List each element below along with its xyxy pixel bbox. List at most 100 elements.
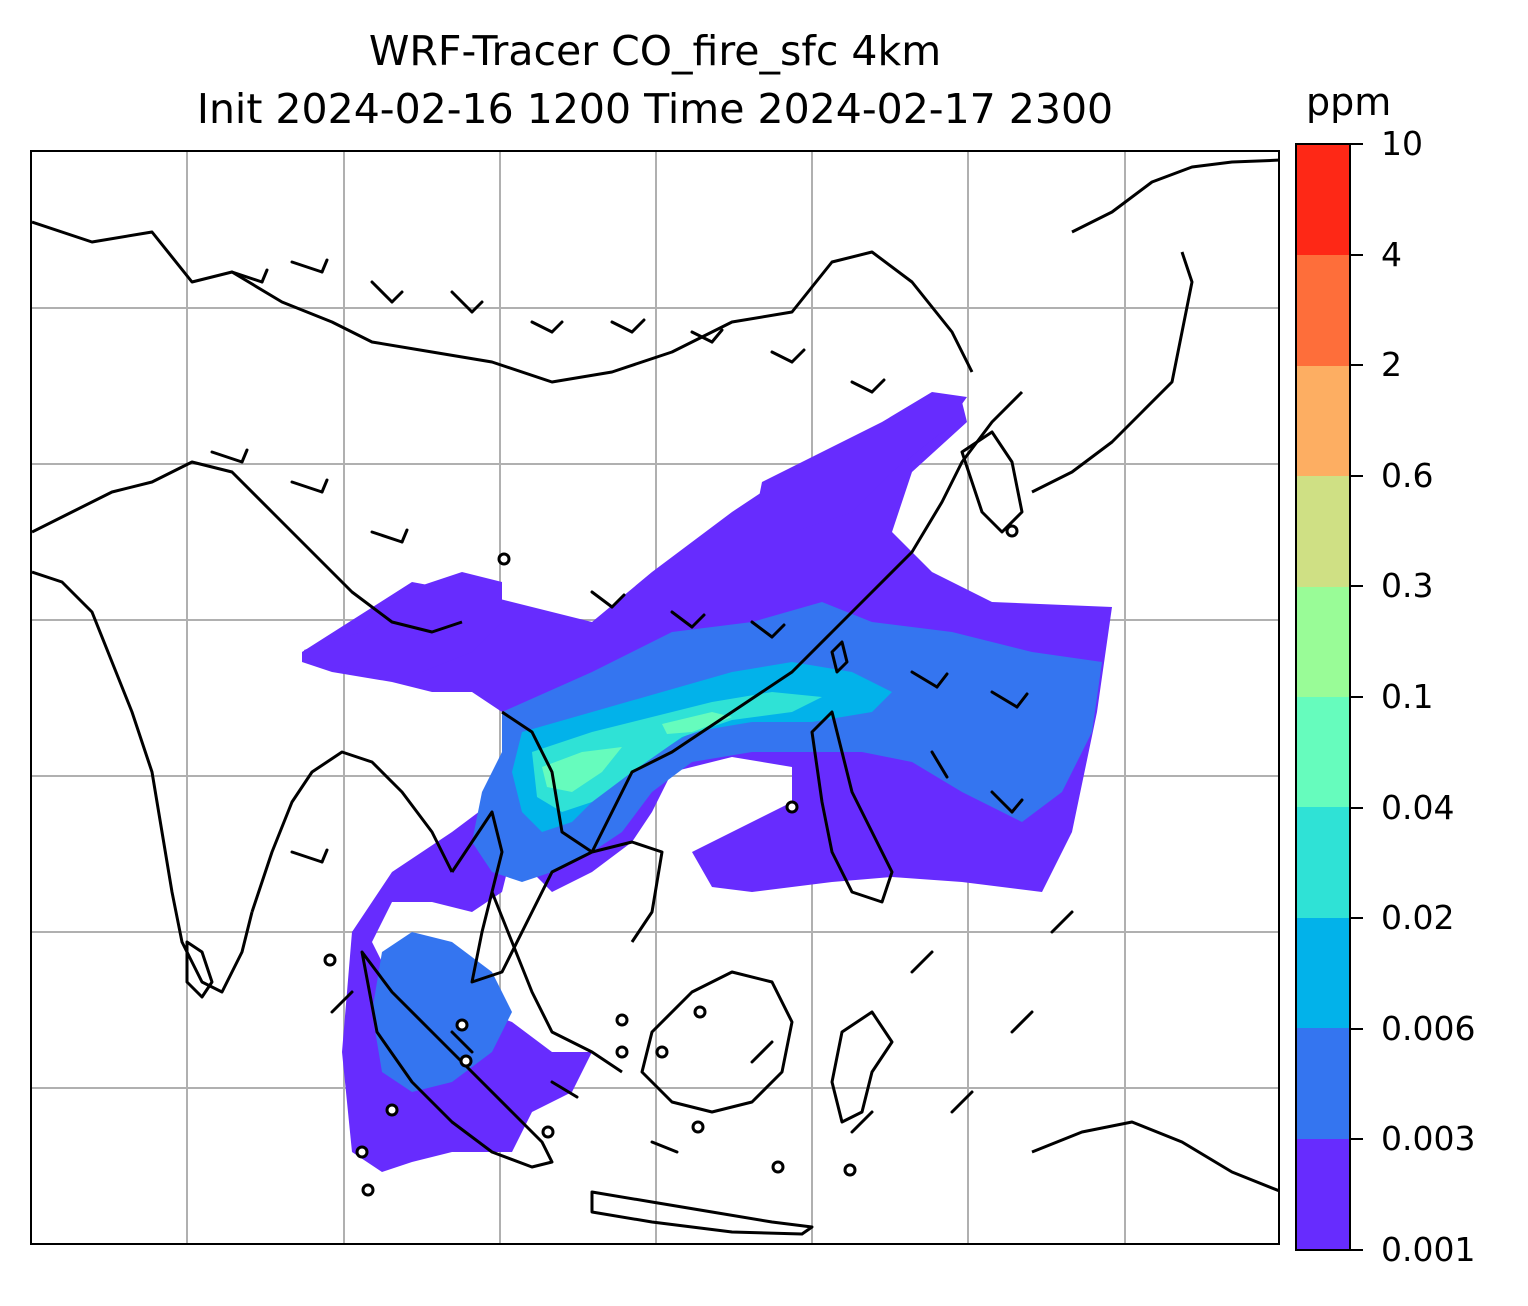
colorbar-segment <box>1297 255 1349 366</box>
calm-circle <box>385 1103 399 1117</box>
plume-core-002 <box>532 692 822 812</box>
plume-core-004b <box>662 712 732 734</box>
calm-circle <box>693 1005 707 1019</box>
colorbar-tick-label: 0.001 <box>1381 1230 1476 1269</box>
plume-core-004 <box>542 747 622 792</box>
calm-circle <box>785 800 799 814</box>
wind-barb <box>1050 910 1074 934</box>
calm-circle <box>615 1045 629 1059</box>
colorbar-tick <box>1351 474 1363 477</box>
colorbar-tick-label: 0.3 <box>1381 566 1434 606</box>
border-himalaya <box>32 460 463 634</box>
colorbar-tick <box>1351 917 1363 920</box>
wind-barb <box>670 610 706 629</box>
coastline-myanmar-thai <box>450 810 664 984</box>
wind-barb <box>650 1140 679 1154</box>
calm-markers <box>323 524 1019 1197</box>
wind-barb <box>210 448 249 464</box>
co-plume <box>302 392 1112 1172</box>
plume-main-outer <box>302 402 1112 1172</box>
coastline-new-guinea <box>1031 1120 1278 1193</box>
wind-barb <box>230 268 269 284</box>
wind-barb <box>930 750 949 779</box>
wind-barb <box>910 670 949 689</box>
calm-circle <box>843 1163 857 1177</box>
wind-barb <box>290 848 329 864</box>
coastline-sri-lanka <box>185 940 214 999</box>
calm-circle <box>771 1160 785 1174</box>
calm-circle <box>361 1183 375 1197</box>
colorbar-tick <box>1351 364 1363 367</box>
colorbar-tick-label: 0.003 <box>1381 1119 1476 1159</box>
plume-west-outer <box>304 572 502 672</box>
wind-barb <box>750 620 786 639</box>
colorbar-tick-label: 0.006 <box>1381 1008 1476 1048</box>
colorbar-segment <box>1297 917 1349 1029</box>
wind-barb <box>290 258 329 274</box>
plume-south-0003 <box>372 932 512 1092</box>
wind-barbs <box>210 258 1074 1154</box>
colorbar-tick-label: 4 <box>1381 234 1402 274</box>
calm-circle <box>541 1125 555 1139</box>
colorbar-tick-label: 0.04 <box>1381 787 1455 827</box>
coastline-taiwan <box>830 640 849 674</box>
coastline-korea <box>960 430 1024 534</box>
wind-barb <box>750 1040 774 1064</box>
wind-barb <box>1010 1010 1034 1034</box>
wind-barb <box>990 790 1024 814</box>
wind-barb <box>450 1030 474 1054</box>
wind-barb <box>770 348 806 364</box>
colorbar-tick <box>1351 1027 1363 1030</box>
wind-barb <box>910 950 934 974</box>
colorbar-unit-label: ppm <box>1306 80 1392 124</box>
colorbar-tick-label: 10 <box>1381 124 1423 163</box>
coastline-sulawesi <box>830 1010 894 1124</box>
coastline-borneo <box>640 970 794 1114</box>
colorbar-segment <box>1297 807 1349 918</box>
wind-barb <box>290 478 329 494</box>
coastline-vietnam-china <box>590 390 1024 853</box>
colorbar-segment <box>1297 697 1349 808</box>
plume-north-outer <box>752 392 967 532</box>
wind-barb <box>590 590 626 609</box>
wind-barb <box>450 290 484 314</box>
wind-barb <box>550 1080 579 1099</box>
wind-barb <box>850 378 886 394</box>
border-china-north <box>32 220 974 384</box>
colorbar <box>1295 143 1351 1251</box>
coastline-india <box>32 570 254 994</box>
colorbar-tick <box>1351 696 1363 698</box>
wind-barb <box>530 320 564 334</box>
coastline-java <box>590 1190 814 1236</box>
colorbar-segment <box>1297 365 1349 477</box>
plume-main-0003 <box>472 602 1102 882</box>
calm-circle <box>655 1045 669 1059</box>
wind-barb <box>610 318 646 334</box>
map-title-line-2: Init 2024-02-16 1200 Time 2024-02-17 230… <box>196 85 1114 133</box>
calm-circle <box>691 1120 705 1134</box>
colorbar-tick <box>1351 806 1363 809</box>
wind-barb <box>990 690 1029 709</box>
calm-circle <box>615 1013 629 1027</box>
map-title-line-1: WRF-Tracer CO_fire_sfc 4km <box>368 27 942 75</box>
colorbar-tick-label: 0.1 <box>1381 677 1434 716</box>
colorbar-tick-label: 0.6 <box>1381 455 1434 495</box>
colorbar-segment <box>1297 1028 1349 1139</box>
calm-circle <box>355 1145 369 1159</box>
calm-circle <box>497 552 511 566</box>
border-indochina <box>501 710 593 854</box>
coastline-philippines <box>810 710 894 904</box>
coastlines <box>32 158 1278 1236</box>
calm-circle <box>323 953 337 967</box>
wind-barb <box>370 280 404 304</box>
colorbar-tick <box>1351 253 1363 256</box>
colorbar-tick <box>1351 1138 1363 1141</box>
coastline-malay-peninsula <box>490 891 623 1074</box>
colorbar-segment <box>1297 1138 1349 1250</box>
wind-barb <box>370 528 409 544</box>
coastline-japan <box>1031 251 1194 494</box>
colorbar-segment <box>1297 586 1349 698</box>
colorbar-segment <box>1297 476 1349 587</box>
wind-barb <box>330 990 354 1014</box>
wind-barb <box>690 328 724 344</box>
